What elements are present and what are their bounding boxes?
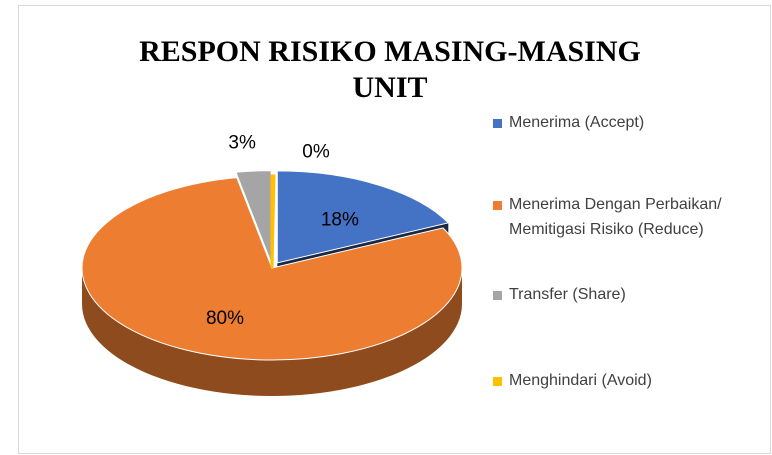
slice-side [82, 268, 462, 396]
legend-item: Menerima Dengan Perbaikan/ Memitigasi Ri… [493, 192, 724, 242]
legend-item: Menghindari (Avoid) [493, 368, 769, 393]
legend-item: Transfer (Share) [493, 282, 769, 307]
legend-label: Transfer (Share) [509, 286, 626, 303]
slice [276, 170, 450, 264]
legend-label: Menghindari (Avoid) [509, 372, 652, 389]
chart-title: RESPON RISIKO MASING-MASING UNIT [139, 35, 641, 104]
slice [235, 170, 272, 263]
chart-frame [18, 5, 771, 454]
legend-swatch [493, 291, 502, 300]
legend-swatch [493, 377, 502, 386]
legend-item: Menerima (Accept) [493, 110, 769, 135]
legend-label: Menerima Dengan Perbaikan/ Memitigasi Ri… [509, 196, 722, 238]
legend-label: Menerima (Accept) [509, 114, 645, 131]
legend-swatch [493, 201, 502, 210]
data-label: 3% [228, 133, 256, 154]
slice [270, 174, 276, 269]
data-label: 18% [321, 210, 359, 231]
slice [81, 177, 463, 361]
legend-swatch [493, 119, 502, 128]
data-label: 0% [302, 141, 330, 162]
data-label: 80% [206, 308, 244, 329]
